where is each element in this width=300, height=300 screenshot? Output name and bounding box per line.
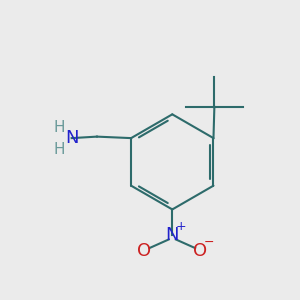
Text: N: N xyxy=(166,226,179,244)
Text: −: − xyxy=(204,236,215,249)
Text: H: H xyxy=(53,120,65,135)
Text: O: O xyxy=(137,242,151,260)
Text: +: + xyxy=(175,220,186,233)
Text: H: H xyxy=(53,142,65,157)
Text: O: O xyxy=(194,242,208,260)
Text: N: N xyxy=(65,129,78,147)
